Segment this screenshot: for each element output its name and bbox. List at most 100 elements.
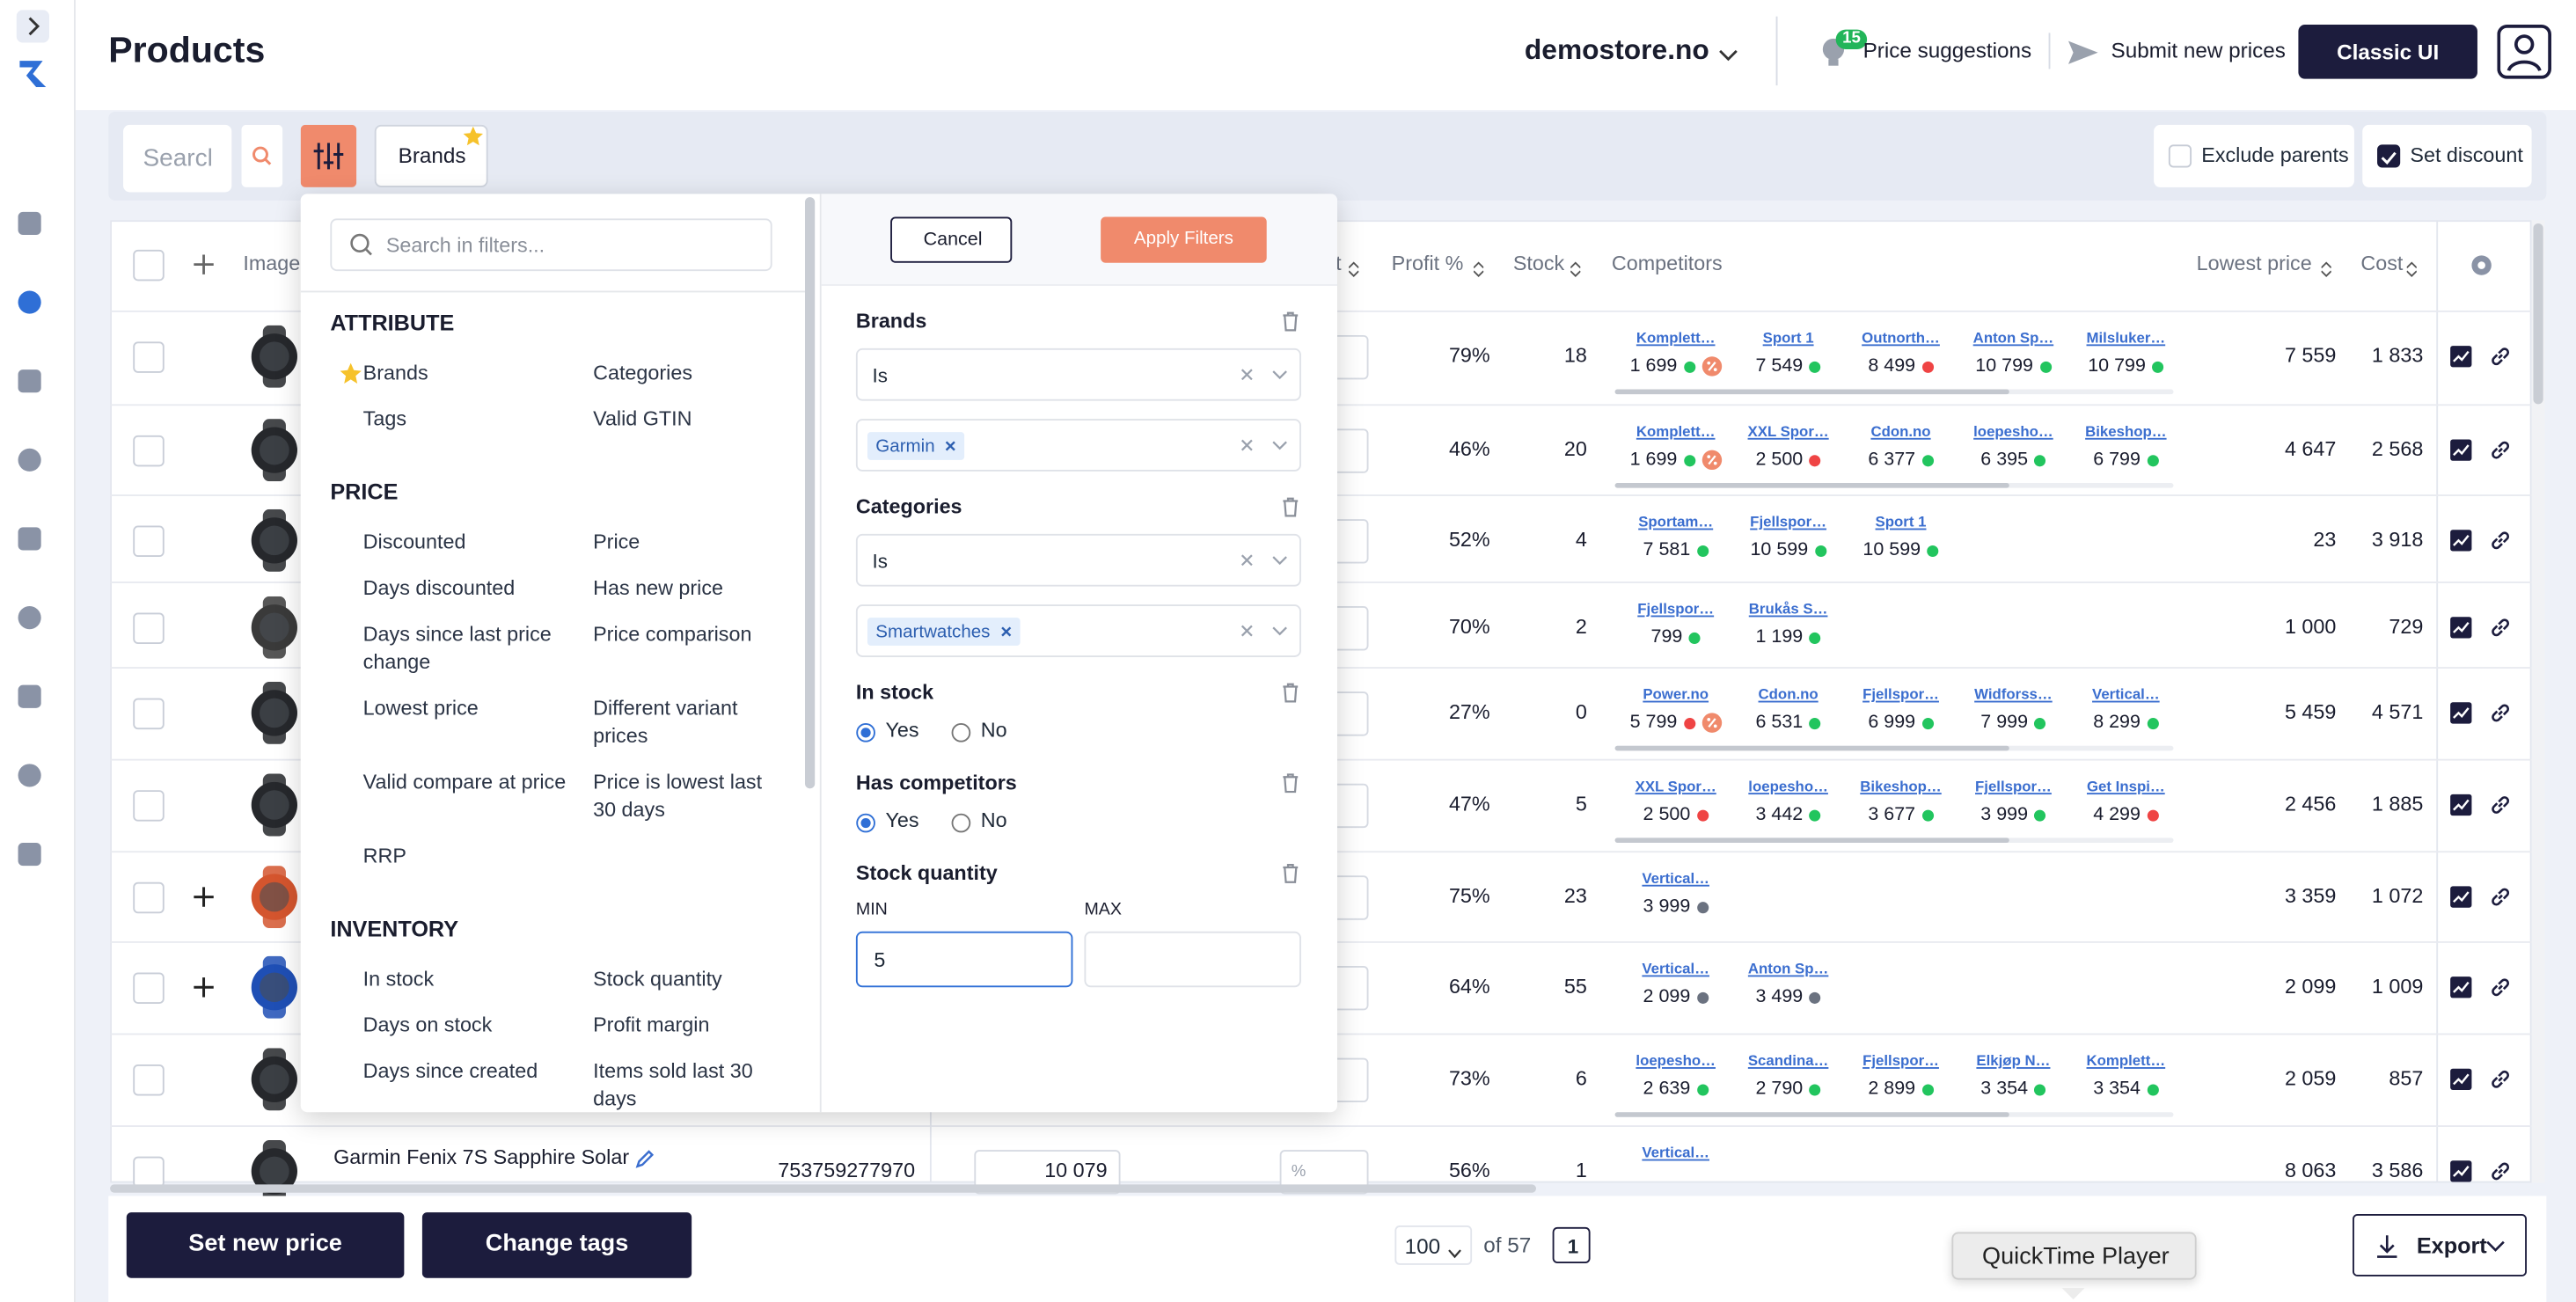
search-button[interactable] bbox=[241, 124, 283, 187]
competitor-name[interactable]: Brukås S… bbox=[1748, 600, 1828, 618]
checkbox[interactable] bbox=[133, 790, 165, 822]
competitor-name[interactable]: Anton Sp… bbox=[1747, 960, 1829, 977]
chip-remove[interactable] bbox=[945, 436, 956, 456]
sidebar-toggle[interactable] bbox=[16, 10, 50, 43]
checkbox[interactable] bbox=[2168, 144, 2192, 168]
checkbox[interactable] bbox=[133, 1156, 165, 1189]
delete-icon[interactable] bbox=[1282, 311, 1300, 332]
chart-icon[interactable] bbox=[2449, 886, 2472, 909]
competitor-name[interactable]: Cdon.no bbox=[1758, 685, 1819, 703]
filter-option[interactable]: Discounted bbox=[362, 530, 466, 554]
competitor-name[interactable]: Vertical… bbox=[2092, 685, 2160, 703]
link-icon[interactable] bbox=[2489, 1068, 2512, 1091]
filter-option[interactable]: Tags bbox=[362, 407, 406, 431]
checkbox[interactable] bbox=[133, 1064, 165, 1096]
filter-option[interactable]: Days since last price change bbox=[362, 622, 552, 674]
radio[interactable] bbox=[951, 721, 971, 742]
chart-icon[interactable] bbox=[2449, 345, 2472, 368]
competitor-name[interactable]: XXL Spor… bbox=[1635, 778, 1716, 795]
checkbox[interactable] bbox=[133, 698, 165, 730]
link-icon[interactable] bbox=[2489, 794, 2512, 816]
radio-label[interactable]: No bbox=[980, 808, 1007, 832]
competitor-name[interactable]: Widforss… bbox=[1974, 685, 2053, 703]
chart-icon[interactable] bbox=[2449, 976, 2472, 998]
delete-icon[interactable] bbox=[1282, 496, 1300, 517]
competitor-name[interactable]: Vertical… bbox=[1642, 1144, 1710, 1161]
chart-icon[interactable] bbox=[2449, 529, 2472, 552]
export-button[interactable]: Export bbox=[2353, 1213, 2527, 1276]
nav-icon[interactable] bbox=[17, 447, 43, 473]
price-suggestions[interactable]: Price suggestions bbox=[1862, 38, 2032, 63]
exclude-parents[interactable]: Exclude parents bbox=[2154, 124, 2354, 187]
chart-icon[interactable] bbox=[2449, 616, 2472, 639]
checkbox[interactable] bbox=[133, 435, 165, 467]
radio-label[interactable]: No bbox=[980, 718, 1007, 742]
competitor-name[interactable]: Fjellspor… bbox=[1750, 513, 1827, 530]
radio[interactable] bbox=[856, 721, 875, 742]
value-select[interactable]: Garmin bbox=[855, 419, 1303, 472]
checkbox[interactable] bbox=[133, 881, 165, 914]
competitor-name[interactable]: Komplett… bbox=[1636, 423, 1716, 440]
competitor-name[interactable]: Milsluker… bbox=[2086, 329, 2166, 347]
clear-and-open[interactable] bbox=[1231, 421, 1303, 472]
search-input[interactable]: Searcl bbox=[123, 124, 232, 193]
nav-icon[interactable] bbox=[17, 210, 43, 237]
competitor-name[interactable]: Cdon.no bbox=[1870, 423, 1931, 440]
edit-icon[interactable] bbox=[634, 1148, 655, 1168]
radio-label[interactable]: Yes bbox=[885, 718, 919, 742]
delete-icon[interactable] bbox=[1282, 862, 1300, 883]
chart-icon[interactable] bbox=[2449, 1068, 2472, 1091]
nav-icon[interactable] bbox=[17, 684, 43, 710]
competitor-name[interactable]: Bikeshop… bbox=[2085, 423, 2167, 440]
filter-option[interactable]: Brands bbox=[340, 360, 593, 388]
link-icon[interactable] bbox=[2489, 345, 2512, 368]
competitor-name[interactable]: Sport 1 bbox=[1762, 329, 1814, 347]
cancel-button[interactable]: Cancel bbox=[890, 216, 1013, 263]
sort-icon[interactable] bbox=[1570, 256, 1582, 278]
avatar[interactable] bbox=[2497, 25, 2551, 80]
filter-option[interactable]: In stock bbox=[362, 967, 435, 991]
classic-ui-button[interactable]: Classic UI bbox=[2298, 25, 2477, 79]
set-discount[interactable]: Set discount bbox=[2362, 124, 2532, 187]
nav-icon[interactable] bbox=[17, 368, 43, 394]
nav-icon[interactable] bbox=[17, 604, 43, 631]
checkbox[interactable] bbox=[133, 249, 165, 282]
radio[interactable] bbox=[856, 811, 875, 833]
link-icon[interactable] bbox=[2489, 976, 2512, 998]
competitor-name[interactable]: Bikeshop… bbox=[1860, 778, 1942, 795]
value-select[interactable]: Smartwatches bbox=[855, 604, 1303, 657]
competitor-name[interactable]: Fjellspor… bbox=[1862, 685, 1939, 703]
competitor-name[interactable]: Sport 1 bbox=[1875, 513, 1927, 530]
operator-select[interactable]: Is bbox=[855, 533, 1301, 587]
max-input[interactable] bbox=[1084, 931, 1301, 988]
expand-icon[interactable] bbox=[192, 976, 215, 998]
filter-option[interactable]: Days since created bbox=[362, 1059, 538, 1083]
chip-remove[interactable] bbox=[1000, 622, 1012, 641]
filter-option[interactable]: Stock quantity bbox=[593, 967, 722, 991]
link-icon[interactable] bbox=[2489, 529, 2512, 552]
filter-option[interactable]: Valid GTIN bbox=[593, 407, 692, 431]
competitor-name[interactable]: Power.no bbox=[1643, 685, 1709, 703]
page-size-select[interactable]: 100 bbox=[1394, 1225, 1473, 1265]
checkbox[interactable] bbox=[133, 341, 165, 373]
competitor-name[interactable]: Vertical… bbox=[1642, 869, 1710, 887]
filter-option[interactable]: Items sold last 30 days bbox=[593, 1059, 753, 1111]
product-name[interactable]: Garmin Fenix 7S Sapphire Solar bbox=[333, 1145, 630, 1169]
set-new-price-button[interactable]: Set new price bbox=[126, 1212, 405, 1278]
min-input[interactable]: 5 bbox=[855, 931, 1073, 988]
clear-and-open[interactable] bbox=[1231, 606, 1303, 657]
expand-icon[interactable] bbox=[192, 886, 215, 909]
competitor-name[interactable]: Komplett… bbox=[2086, 1052, 2166, 1069]
competitor-name[interactable]: Fjellspor… bbox=[1975, 778, 2052, 795]
checkbox[interactable] bbox=[133, 612, 165, 644]
link-icon[interactable] bbox=[2489, 439, 2512, 462]
clear-and-open[interactable] bbox=[1231, 350, 1303, 401]
filter-search[interactable]: Search in filters... bbox=[330, 218, 772, 272]
submit-prices[interactable]: Submit new prices bbox=[2111, 38, 2286, 63]
filter-option[interactable]: Different variant prices bbox=[593, 696, 738, 748]
brands-filter-chip[interactable]: Brands bbox=[374, 124, 488, 187]
filter-option[interactable]: Price comparison bbox=[593, 622, 752, 646]
delete-icon[interactable] bbox=[1282, 772, 1300, 794]
filter-option[interactable]: Price is lowest last 30 days bbox=[593, 770, 763, 822]
filter-option[interactable]: Days on stock bbox=[362, 1013, 493, 1037]
